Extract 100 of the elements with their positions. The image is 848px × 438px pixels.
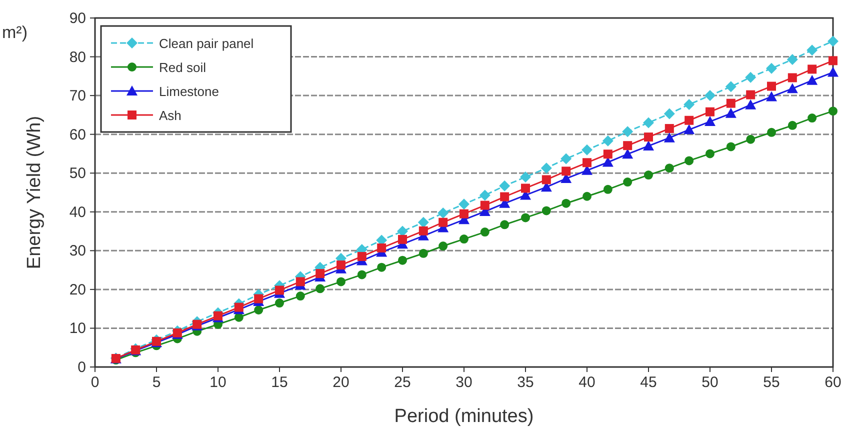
point bbox=[275, 286, 284, 295]
point bbox=[808, 64, 817, 74]
x-tick-label: 45 bbox=[640, 374, 657, 391]
point bbox=[582, 158, 592, 168]
point bbox=[438, 218, 448, 227]
point bbox=[745, 99, 756, 110]
point bbox=[684, 98, 695, 110]
point bbox=[520, 171, 531, 182]
point bbox=[582, 192, 592, 201]
x-tick-label: 25 bbox=[394, 374, 411, 391]
point bbox=[623, 178, 632, 187]
point bbox=[357, 252, 366, 261]
point bbox=[254, 294, 264, 304]
point bbox=[684, 124, 695, 134]
point bbox=[480, 228, 490, 237]
point bbox=[336, 277, 346, 286]
point bbox=[460, 209, 468, 218]
x-tick-label: 10 bbox=[210, 374, 226, 391]
point bbox=[786, 54, 798, 65]
point bbox=[521, 213, 530, 222]
point bbox=[418, 216, 429, 228]
point bbox=[603, 150, 612, 159]
point bbox=[418, 226, 428, 236]
point bbox=[684, 116, 694, 125]
point bbox=[704, 90, 716, 102]
point bbox=[644, 170, 653, 180]
point bbox=[500, 192, 510, 202]
x-tick-label: 35 bbox=[517, 374, 534, 391]
point bbox=[806, 74, 818, 85]
point bbox=[828, 56, 838, 66]
point bbox=[622, 148, 634, 159]
y-tick-label: 20 bbox=[69, 281, 86, 298]
x-tick-label: 30 bbox=[456, 374, 472, 391]
point bbox=[828, 66, 838, 77]
point bbox=[706, 107, 714, 116]
x-tick-label: 5 bbox=[152, 374, 161, 391]
point bbox=[806, 44, 818, 56]
legend-label: Ash bbox=[159, 108, 182, 123]
point bbox=[746, 90, 756, 100]
point bbox=[828, 36, 838, 47]
point bbox=[623, 141, 632, 150]
point bbox=[377, 243, 386, 252]
x-tick-label: 15 bbox=[271, 374, 288, 391]
text: m²) bbox=[2, 23, 28, 42]
point bbox=[602, 135, 614, 146]
point bbox=[786, 83, 798, 94]
point bbox=[540, 162, 552, 174]
point bbox=[336, 260, 346, 270]
point bbox=[460, 234, 468, 244]
point bbox=[458, 198, 470, 210]
point bbox=[767, 82, 776, 91]
point bbox=[603, 184, 612, 194]
y-axis-title: Energy Yield (Wh) bbox=[24, 116, 45, 270]
legend-label: Limestone bbox=[159, 84, 219, 99]
y-tick-label: 90 bbox=[69, 10, 86, 27]
point bbox=[316, 269, 325, 278]
point bbox=[622, 126, 634, 138]
point bbox=[745, 72, 756, 83]
point bbox=[643, 140, 654, 150]
point bbox=[684, 156, 694, 166]
point bbox=[726, 142, 736, 152]
point bbox=[254, 305, 264, 314]
point bbox=[643, 117, 654, 128]
point bbox=[562, 198, 571, 208]
point bbox=[542, 175, 551, 184]
point bbox=[562, 166, 571, 176]
point bbox=[499, 180, 510, 192]
x-tick-label: 20 bbox=[332, 374, 350, 391]
x-tick-label: 50 bbox=[702, 374, 718, 391]
point bbox=[664, 124, 674, 134]
point bbox=[560, 153, 572, 164]
point bbox=[664, 132, 675, 142]
point bbox=[296, 277, 305, 286]
point bbox=[788, 73, 797, 82]
point bbox=[726, 98, 736, 108]
point bbox=[725, 81, 736, 92]
point bbox=[808, 114, 817, 123]
point bbox=[398, 256, 407, 265]
point bbox=[438, 208, 449, 219]
point bbox=[542, 206, 551, 216]
x-tick-label: 40 bbox=[578, 374, 596, 391]
y-tick-label: 30 bbox=[69, 242, 86, 260]
point bbox=[644, 132, 653, 142]
point bbox=[828, 106, 838, 116]
y-tick-label: 60 bbox=[69, 126, 86, 144]
point bbox=[766, 91, 777, 102]
point bbox=[296, 292, 305, 301]
x-tick-label: 55 bbox=[763, 374, 780, 391]
point bbox=[725, 108, 736, 118]
point bbox=[521, 184, 530, 193]
point bbox=[500, 220, 510, 230]
point bbox=[704, 116, 716, 126]
legend-label: Clean pair panel bbox=[159, 36, 254, 51]
point bbox=[398, 234, 407, 244]
y-tick-label: 40 bbox=[69, 204, 86, 221]
x-axis-title: Period (minutes) bbox=[394, 406, 534, 427]
y-tick-label: 80 bbox=[69, 48, 86, 66]
legend-label: Red soil bbox=[159, 60, 206, 75]
point bbox=[664, 164, 674, 173]
y-tick-label: 70 bbox=[69, 88, 86, 105]
